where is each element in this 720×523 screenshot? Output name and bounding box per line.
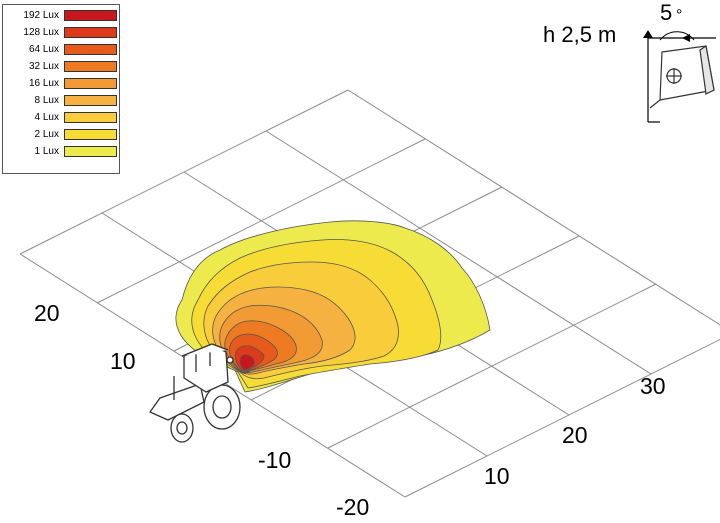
tick-left-m20: -20	[336, 494, 369, 520]
legend-label: 4 Lux	[34, 112, 59, 123]
legend-item-2: 2 Lux	[3, 127, 119, 143]
tick-right-10: 10	[484, 463, 510, 489]
work-lamp-icon	[649, 44, 715, 109]
legend-swatch	[64, 112, 117, 123]
lamp-mount-inset: h 2,5 m 5 °	[543, 0, 716, 123]
contour-192-lux	[239, 354, 255, 371]
degree-symbol: °	[676, 7, 682, 24]
legend-item-128: 128 Lux	[3, 25, 119, 41]
axis-left-labels: 20 10 -10 -20	[34, 300, 369, 520]
legend-label: 8 Lux	[34, 95, 59, 106]
legend-label: 32 Lux	[28, 61, 59, 72]
legend-item-192: 192 Lux	[3, 8, 119, 24]
tick-left-20: 20	[34, 300, 60, 326]
legend-label: 2 Lux	[34, 129, 59, 140]
legend-label: 192 Lux	[23, 10, 59, 21]
legend-item-16: 16 Lux	[3, 76, 119, 92]
legend-item-8: 8 Lux	[3, 93, 119, 109]
legend-label: 128 Lux	[23, 27, 59, 38]
tick-left-m10: -10	[258, 447, 291, 473]
legend-label: 64 Lux	[28, 44, 59, 55]
tick-left-10: 10	[110, 348, 136, 374]
legend-swatch	[64, 129, 117, 140]
tractor-icon	[149, 343, 241, 443]
legend-item-32: 32 Lux	[3, 59, 119, 75]
legend-swatch	[64, 61, 117, 72]
legend-item-1: 1 Lux	[3, 144, 119, 160]
legend-swatch	[64, 78, 117, 89]
legend-swatch	[64, 146, 117, 157]
legend-swatch	[64, 44, 117, 55]
tick-right-30: 30	[640, 373, 666, 399]
tick-right-20: 20	[562, 422, 588, 448]
legend-label: 16 Lux	[28, 78, 59, 89]
legend-item-4: 4 Lux	[3, 110, 119, 126]
legend-swatch	[64, 27, 117, 38]
legend-item-64: 64 Lux	[3, 42, 119, 58]
mount-height-label: h 2,5 m	[543, 22, 616, 47]
isolux-contours	[175, 220, 491, 393]
legend-label: 1 Lux	[34, 146, 59, 157]
axis-right-labels: 10 20 30	[484, 373, 666, 489]
legend-swatch	[64, 10, 117, 21]
tilt-angle-label: 5	[660, 0, 672, 25]
legend-swatch	[64, 95, 117, 106]
lux-legend: 192 Lux 128 Lux 64 Lux 32 Lux 16 Lux 8 L…	[2, 4, 120, 174]
